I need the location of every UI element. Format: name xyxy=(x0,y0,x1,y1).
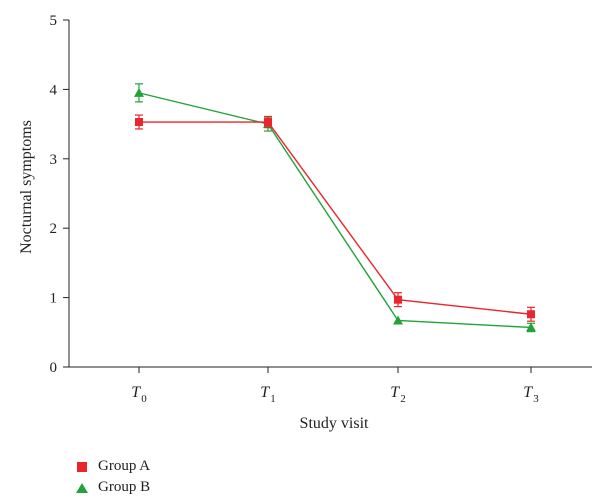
x-tick-label-1: T1 xyxy=(260,384,275,405)
series-line-group-b xyxy=(138,92,532,329)
data-point-group-a-2 xyxy=(394,295,402,304)
data-point-group-b-0 xyxy=(134,87,144,97)
data-point-group-a-1 xyxy=(264,118,272,127)
data-point-group-b-3 xyxy=(526,322,536,332)
legend-label-group-a: Group A xyxy=(98,458,151,474)
data-point-group-a-0 xyxy=(135,118,143,127)
y-tick-label-5: 5 xyxy=(50,13,58,29)
series-line-group-a xyxy=(139,121,532,315)
y-tick-label-4: 4 xyxy=(50,82,58,98)
x-tick-label-subscript-2: 2 xyxy=(400,393,406,405)
legend-label-group-b: Group B xyxy=(98,479,151,495)
x-tick-label-0: T0 xyxy=(131,384,147,405)
x-axis-label: Study visit xyxy=(300,415,369,432)
y-tick-label-1: 1 xyxy=(50,291,58,307)
x-tick-label-subscript-1: 1 xyxy=(270,393,276,405)
series-group-b xyxy=(134,83,536,333)
legend: Group A Group B xyxy=(74,456,150,498)
y-tick-label-0: 0 xyxy=(50,360,58,376)
square-marker-icon xyxy=(74,461,90,472)
triangle-marker-icon xyxy=(74,482,90,493)
series-group-a xyxy=(135,114,535,322)
x-tick-label-subscript-3: 3 xyxy=(533,393,539,405)
series-layer xyxy=(134,83,536,333)
x-tick-label-subscript-0: 0 xyxy=(141,393,147,405)
data-point-group-a-3 xyxy=(527,310,535,319)
y-tick-label-2: 2 xyxy=(50,221,58,237)
data-point-group-b-2 xyxy=(393,315,403,325)
y-tick-label-3: 3 xyxy=(50,152,58,168)
legend-item-group-a: Group A xyxy=(74,456,150,477)
axes: 0 1 2 3 4 5 T0 T1 T2 T3 xyxy=(50,13,592,405)
x-tick-label-2: T2 xyxy=(390,384,405,405)
legend-item-group-b: Group B xyxy=(74,477,150,498)
chart: 0 1 2 3 4 5 T0 T1 T2 T3 Nocturnal symptoms Study … xyxy=(18,13,592,432)
x-tick-label-3: T3 xyxy=(523,384,539,405)
y-axis-label: Nocturnal symptoms xyxy=(18,120,35,254)
